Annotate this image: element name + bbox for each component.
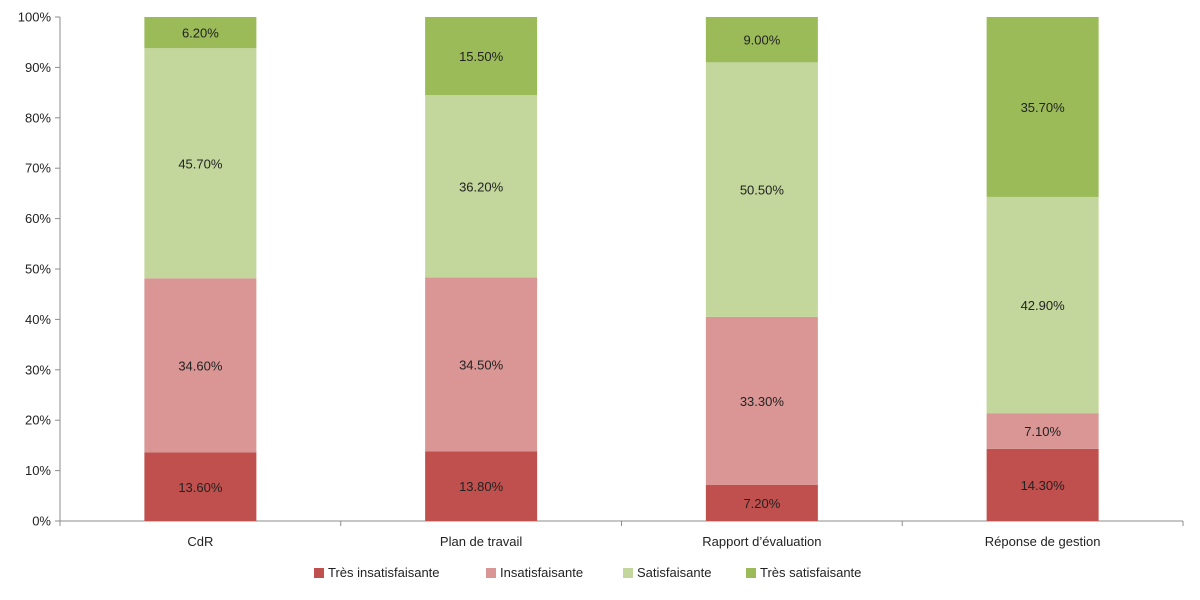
data-label: 33.30% [740, 394, 785, 409]
x-category-label: Réponse de gestion [985, 534, 1101, 549]
y-tick-label: 90% [25, 60, 51, 75]
data-label: 42.90% [1021, 298, 1066, 313]
data-label: 34.50% [459, 358, 504, 373]
bar-segment [986, 196, 1099, 414]
data-label: 14.30% [1021, 478, 1066, 493]
bar-segment [144, 452, 257, 521]
y-tick-label: 20% [25, 413, 51, 428]
bar-segment [986, 17, 1099, 197]
legend-label: Très satisfaisante [760, 565, 861, 580]
data-label: 13.80% [459, 479, 504, 494]
data-label: 7.10% [1024, 424, 1061, 439]
bar-segment [425, 17, 538, 96]
data-label: 7.20% [743, 496, 780, 511]
y-tick-label: 80% [25, 110, 51, 125]
bar-segment [144, 48, 257, 279]
bar-segment [144, 278, 257, 453]
y-tick-label: 0% [32, 514, 51, 529]
bar-segment [425, 95, 538, 278]
bar-segment [986, 448, 1099, 521]
y-tick-label: 70% [25, 161, 51, 176]
bar-segment [705, 484, 818, 521]
data-label: 15.50% [459, 49, 504, 64]
bar-segment [705, 316, 818, 485]
bar-segment [986, 413, 1099, 449]
x-category-label: CdR [187, 534, 213, 549]
legend-swatch [314, 568, 324, 578]
y-tick-label: 30% [25, 362, 51, 377]
y-tick-label: 60% [25, 211, 51, 226]
x-category-label: Rapport d’évaluation [702, 534, 821, 549]
data-label: 35.70% [1021, 100, 1066, 115]
bar-segment [425, 277, 538, 452]
legend-swatch [746, 568, 756, 578]
bar-segment [425, 451, 538, 521]
data-label: 45.70% [178, 156, 223, 171]
legend-label: Satisfaisante [637, 565, 711, 580]
bar-segment [705, 17, 818, 63]
data-label: 6.20% [182, 26, 219, 41]
data-label: 9.00% [743, 33, 780, 48]
y-tick-label: 50% [25, 262, 51, 277]
data-label: 13.60% [178, 480, 223, 495]
data-label: 50.50% [740, 183, 785, 198]
y-tick-label: 10% [25, 463, 51, 478]
bar-segment [705, 62, 818, 317]
legend-label: Insatisfaisante [500, 565, 583, 580]
y-tick-label: 100% [18, 10, 52, 25]
data-label: 36.20% [459, 179, 504, 194]
y-tick-label: 40% [25, 312, 51, 327]
legend-swatch [623, 568, 633, 578]
x-category-label: Plan de travail [440, 534, 522, 549]
legend-swatch [486, 568, 496, 578]
legend-label: Très insatisfaisante [328, 565, 440, 580]
bar-segment [144, 17, 257, 49]
data-label: 34.60% [178, 358, 223, 373]
